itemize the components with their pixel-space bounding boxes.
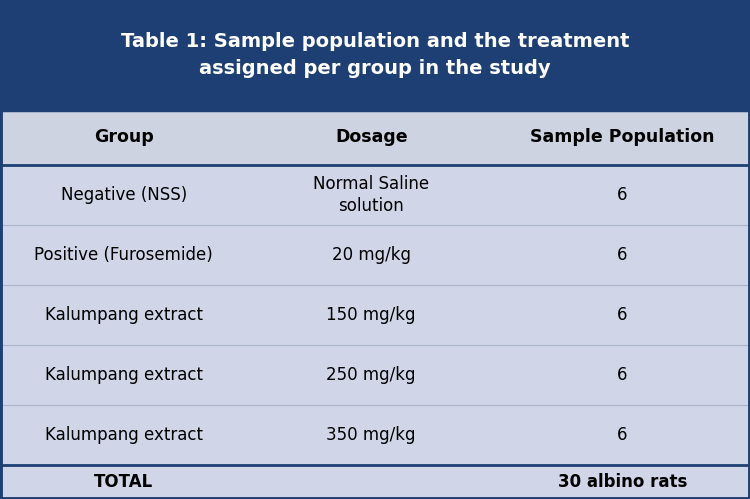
Text: 350 mg/kg: 350 mg/kg <box>326 426 416 444</box>
Bar <box>0 465 750 499</box>
Text: Dosage: Dosage <box>335 129 407 147</box>
Bar <box>0 110 750 165</box>
Text: Table 1: Sample population and the treatment
assigned per group in the study: Table 1: Sample population and the treat… <box>121 32 629 78</box>
Text: Sample Population: Sample Population <box>530 129 715 147</box>
Text: 6: 6 <box>617 306 628 324</box>
Text: Kalumpang extract: Kalumpang extract <box>45 366 203 384</box>
Text: Group: Group <box>94 129 154 147</box>
Text: 6: 6 <box>617 186 628 204</box>
Text: TOTAL: TOTAL <box>94 473 153 491</box>
Bar <box>0 225 750 285</box>
Text: 150 mg/kg: 150 mg/kg <box>326 306 416 324</box>
Text: Kalumpang extract: Kalumpang extract <box>45 306 203 324</box>
Bar <box>0 0 750 110</box>
Text: 6: 6 <box>617 426 628 444</box>
Bar <box>0 405 750 465</box>
Text: Kalumpang extract: Kalumpang extract <box>45 426 203 444</box>
Text: 250 mg/kg: 250 mg/kg <box>326 366 416 384</box>
Text: 20 mg/kg: 20 mg/kg <box>332 246 411 264</box>
Text: Negative (NSS): Negative (NSS) <box>61 186 187 204</box>
Text: 6: 6 <box>617 246 628 264</box>
Bar <box>0 165 750 225</box>
Text: Positive (Furosemide): Positive (Furosemide) <box>34 246 213 264</box>
Bar <box>0 345 750 405</box>
Text: Normal Saline
solution: Normal Saline solution <box>314 175 429 215</box>
Text: 30 albino rats: 30 albino rats <box>558 473 687 491</box>
Text: 6: 6 <box>617 366 628 384</box>
Bar <box>0 285 750 345</box>
